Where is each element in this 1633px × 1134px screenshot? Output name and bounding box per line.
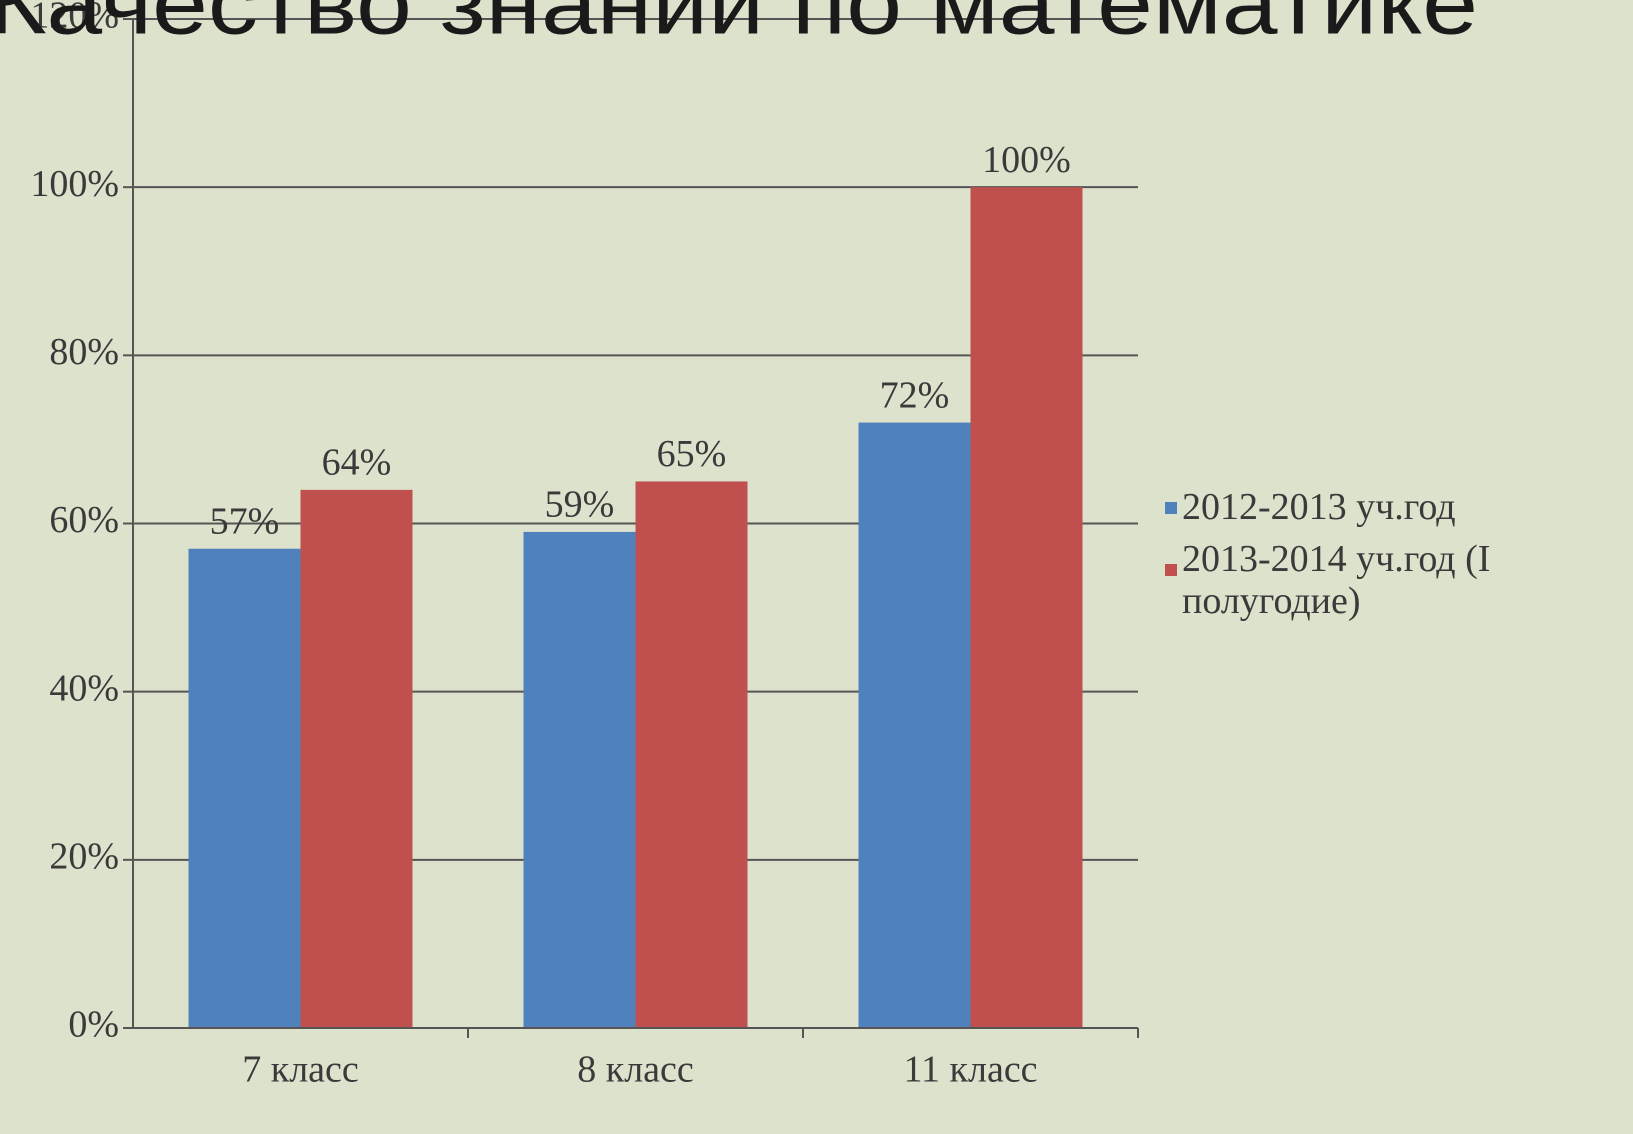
legend-label: 2012-2013 уч.год — [1182, 486, 1622, 528]
y-tick-label: 60% — [49, 499, 119, 541]
bar — [859, 423, 971, 1028]
bar — [636, 481, 748, 1028]
legend-entry: 2013-2014 уч.год (I полугодие) — [1182, 538, 1622, 638]
value-label: 59% — [545, 484, 615, 526]
chart: 0%20%40%60%80%100%120%57%59%72%64%65%100… — [0, 0, 1633, 1134]
legend-swatch — [1165, 564, 1177, 576]
y-tick-label: 0% — [68, 1004, 119, 1046]
x-tick-label: 7 класс — [242, 1049, 359, 1091]
legend-swatch — [1165, 502, 1177, 514]
bar — [301, 490, 413, 1028]
value-label: 64% — [322, 442, 392, 484]
y-tick-label: 80% — [49, 331, 119, 373]
value-label: 72% — [880, 374, 950, 416]
value-label: 57% — [210, 500, 280, 542]
legend-label: 2013-2014 уч.год (I полугодие) — [1182, 538, 1622, 622]
y-tick-label: 100% — [30, 163, 119, 205]
y-tick-label: 20% — [49, 836, 119, 878]
y-tick-label: 40% — [49, 667, 119, 709]
x-tick-label: 11 класс — [903, 1049, 1037, 1091]
x-tick-label: 8 класс — [577, 1049, 694, 1091]
value-label: 100% — [982, 139, 1071, 181]
page: {"chart_data": {"type": "bar", "title": … — [0, 0, 1633, 1134]
bar — [524, 532, 636, 1028]
bar — [971, 187, 1083, 1028]
bar — [189, 549, 301, 1028]
value-label: 65% — [657, 433, 727, 475]
chart-title: Качество знаний по математике — [0, 0, 1478, 52]
